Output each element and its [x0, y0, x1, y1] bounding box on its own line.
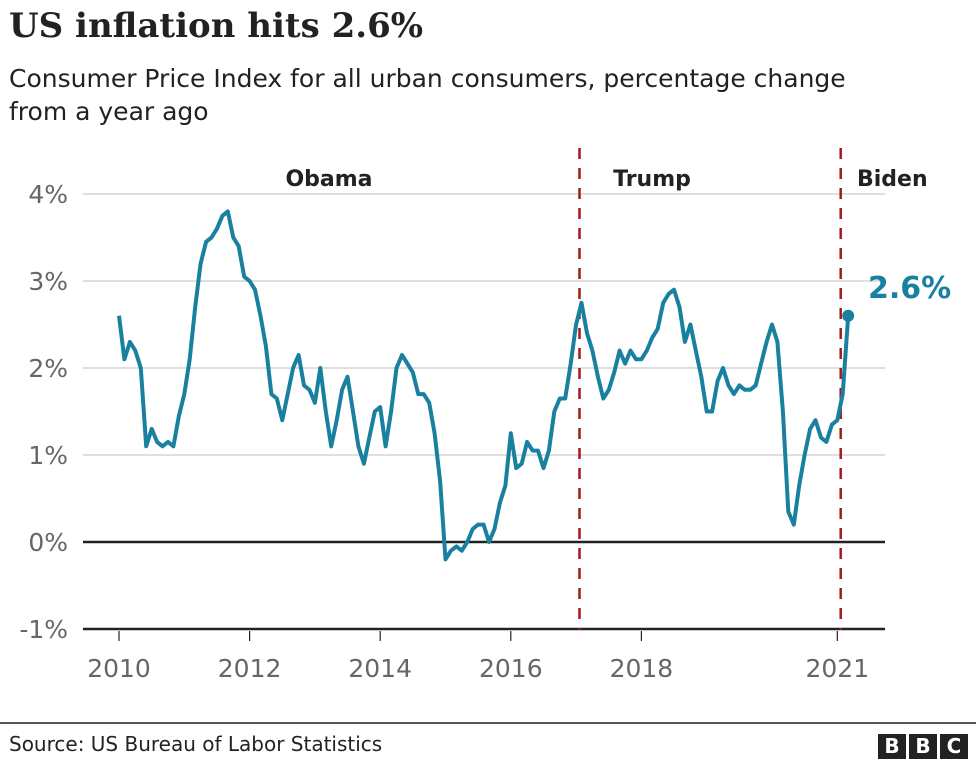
period-label-obama: Obama: [285, 167, 372, 192]
y-tick-label: 1%: [28, 441, 68, 470]
period-label-biden: Biden: [857, 167, 928, 192]
chart-title: US inflation hits 2.6%: [9, 6, 424, 46]
bbc-logo: B B C: [878, 734, 968, 759]
x-tick-label: 2012: [218, 654, 282, 683]
x-tick-label: 2014: [348, 654, 412, 683]
bbc-logo-letter: C: [940, 734, 968, 759]
cpi-series-line: [117, 209, 851, 562]
bbc-logo-letter: B: [909, 734, 937, 759]
chart-subtitle: Consumer Price Index for all urban consu…: [9, 64, 846, 126]
y-tick-label: 0%: [28, 528, 68, 557]
x-tick-label: 2016: [479, 654, 543, 683]
x-tick-label: 2021: [805, 654, 869, 683]
y-tick-label: -1%: [19, 615, 68, 644]
y-tick-label: 4%: [28, 180, 68, 209]
latest-value-label: 2.6%: [868, 271, 951, 306]
x-tick-label: 2010: [87, 654, 151, 683]
y-tick-label: 3%: [28, 267, 68, 296]
latest-value-point: [842, 309, 855, 322]
source-note: Source: US Bureau of Labor Statistics: [9, 732, 383, 756]
y-tick-label: 2%: [28, 354, 68, 383]
footer-divider: [0, 722, 976, 724]
x-tick-label: 2018: [610, 654, 674, 683]
bbc-logo-letter: B: [878, 734, 906, 759]
period-label-trump: Trump: [613, 167, 691, 192]
